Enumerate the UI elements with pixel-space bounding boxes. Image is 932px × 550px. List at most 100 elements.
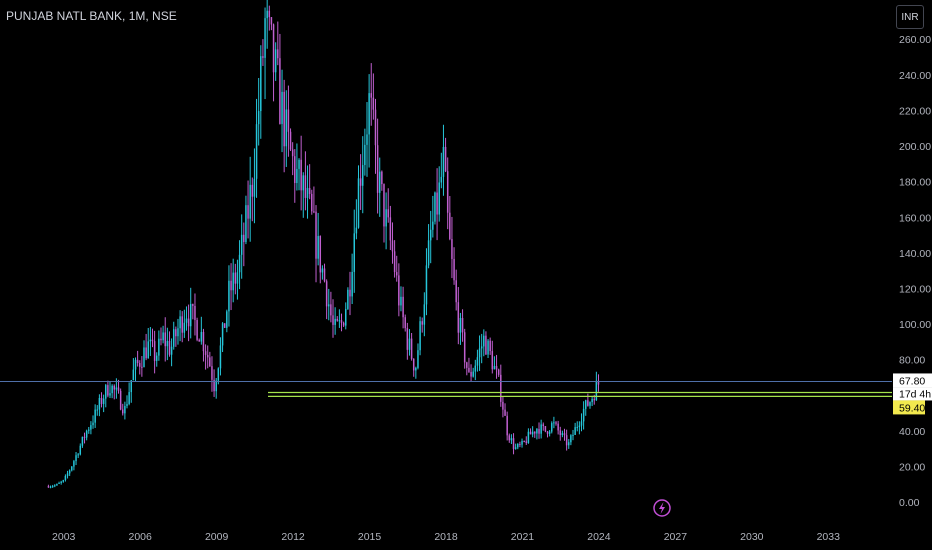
candle-body bbox=[387, 209, 389, 218]
candle-body bbox=[100, 397, 103, 404]
candle-body bbox=[111, 385, 113, 394]
y-tick-label: 20.00 bbox=[899, 462, 925, 474]
candle-body bbox=[185, 318, 188, 323]
candle-body bbox=[449, 212, 451, 240]
candle-body bbox=[538, 428, 540, 434]
candle-body bbox=[330, 304, 332, 316]
candle-body bbox=[183, 322, 186, 333]
candle-body bbox=[283, 91, 285, 147]
candle-body bbox=[466, 362, 468, 368]
candle-body bbox=[219, 345, 222, 369]
y-tick-label: 40.00 bbox=[899, 426, 925, 438]
candle-body bbox=[378, 171, 381, 193]
candle-body bbox=[517, 443, 519, 448]
candle-body bbox=[215, 380, 217, 392]
candle-body bbox=[410, 338, 413, 359]
candle-body bbox=[81, 436, 84, 446]
candle-body bbox=[415, 367, 417, 371]
candle-body bbox=[417, 350, 419, 368]
candle-body bbox=[90, 425, 92, 430]
candle-body bbox=[427, 240, 430, 266]
candle-body bbox=[434, 192, 436, 222]
candle-body bbox=[158, 338, 160, 356]
candle-body bbox=[155, 355, 158, 361]
candle-body bbox=[262, 56, 264, 58]
candle-body bbox=[274, 49, 277, 73]
candle-body bbox=[438, 182, 440, 215]
candle-body bbox=[510, 438, 513, 441]
y-tick-label: 240.00 bbox=[899, 70, 931, 82]
candle-body bbox=[408, 338, 411, 350]
candle-body bbox=[345, 308, 347, 326]
candle-body bbox=[253, 178, 256, 197]
candle-body bbox=[75, 455, 77, 462]
candle-body bbox=[300, 159, 302, 191]
candle-body bbox=[96, 409, 99, 411]
x-tick-label: 2021 bbox=[511, 531, 535, 543]
candle-body bbox=[323, 268, 326, 282]
candle-body bbox=[308, 187, 311, 194]
candle-body bbox=[478, 348, 481, 358]
candle-body bbox=[491, 351, 494, 370]
candle-body bbox=[584, 400, 587, 409]
candle-body bbox=[572, 434, 574, 436]
candle-body bbox=[249, 184, 251, 219]
candle-body bbox=[196, 320, 198, 340]
candle-body bbox=[115, 387, 118, 390]
candle-body bbox=[313, 211, 315, 213]
candle-body bbox=[228, 280, 230, 312]
candle-body bbox=[238, 254, 241, 273]
candle-body bbox=[105, 385, 107, 399]
candle-body bbox=[553, 422, 555, 424]
y-tick-label: 140.00 bbox=[899, 248, 931, 260]
candle-body bbox=[251, 184, 254, 197]
candle-body bbox=[368, 93, 370, 135]
candle-body bbox=[128, 392, 130, 404]
candle-body bbox=[60, 481, 62, 483]
candle-body bbox=[124, 406, 126, 414]
candle-body bbox=[340, 320, 343, 323]
candle-body bbox=[172, 329, 175, 347]
candle-body bbox=[240, 234, 243, 255]
candle-body bbox=[264, 18, 266, 58]
candle-body bbox=[281, 91, 283, 124]
candle-body bbox=[143, 347, 145, 367]
candle-body bbox=[328, 304, 330, 307]
candle-body bbox=[591, 399, 593, 403]
candle-body bbox=[175, 329, 177, 337]
candle-body bbox=[506, 415, 508, 436]
candle-body bbox=[436, 192, 438, 215]
candle-body bbox=[332, 315, 334, 325]
candle-body bbox=[597, 380, 600, 385]
candle-body bbox=[71, 466, 73, 471]
candle-body bbox=[370, 93, 372, 98]
candle-body bbox=[483, 335, 485, 347]
x-tick-label: 2030 bbox=[740, 531, 764, 543]
candle-body bbox=[353, 233, 356, 272]
y-tick-label: 200.00 bbox=[899, 141, 931, 153]
candle-body bbox=[113, 385, 116, 390]
candle-body bbox=[423, 304, 426, 325]
candle-body bbox=[153, 341, 156, 361]
candle-body bbox=[574, 427, 576, 435]
candle-body bbox=[497, 369, 500, 375]
candle-body bbox=[359, 178, 362, 186]
x-tick-label: 2012 bbox=[281, 531, 305, 543]
candle-body bbox=[459, 317, 462, 333]
candle-body bbox=[68, 470, 71, 474]
candle-body bbox=[400, 296, 402, 306]
candle-body bbox=[54, 485, 56, 487]
y-axis: 0.0020.0040.0060.0080.00100.00120.00140.… bbox=[899, 34, 931, 509]
candle-body bbox=[351, 271, 353, 297]
candle-body bbox=[383, 184, 385, 227]
candle-body bbox=[164, 332, 166, 347]
alert-icon[interactable] bbox=[653, 499, 671, 517]
candle-body bbox=[56, 483, 58, 486]
candle-body bbox=[298, 159, 300, 169]
candle-body bbox=[429, 229, 432, 241]
candle-body bbox=[232, 272, 234, 291]
candle-body bbox=[294, 156, 296, 184]
support-price-label-bg bbox=[893, 400, 925, 415]
currency-button[interactable]: INR bbox=[896, 5, 924, 29]
